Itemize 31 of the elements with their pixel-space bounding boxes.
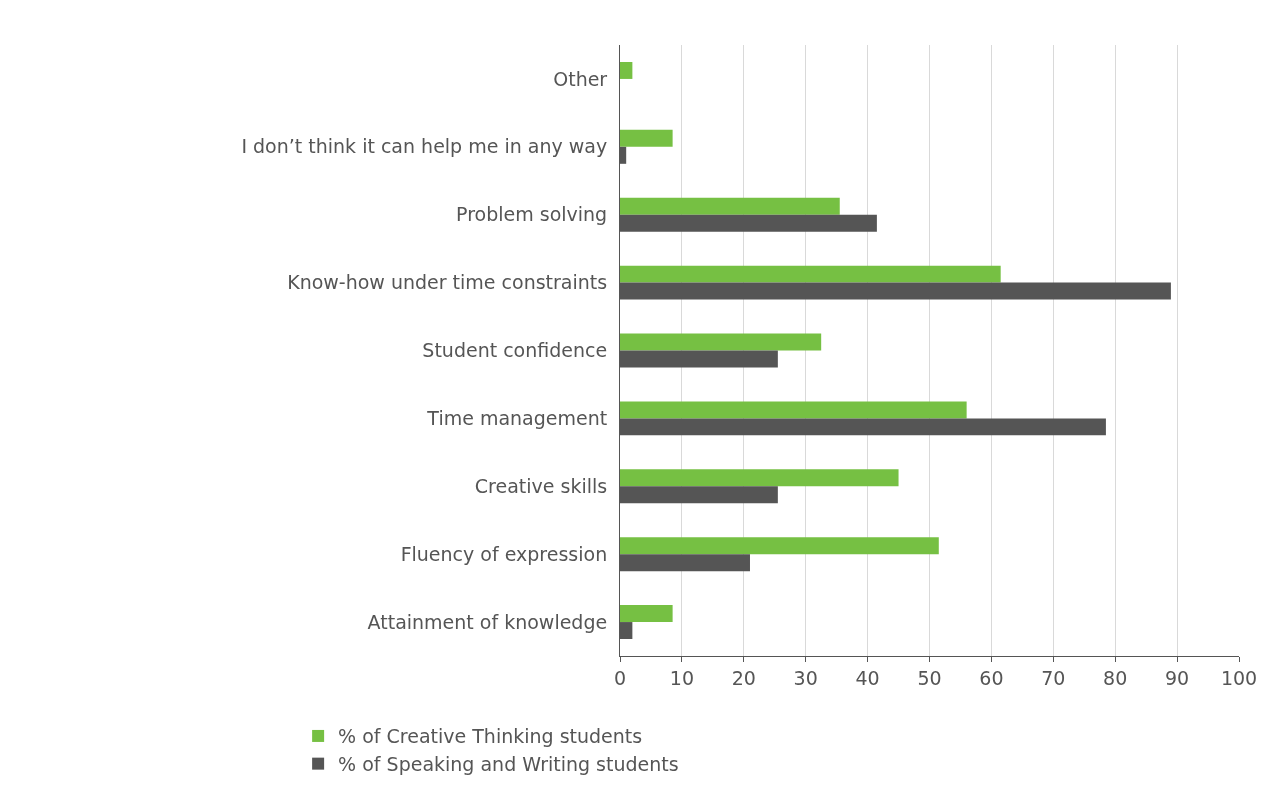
bar xyxy=(620,265,1001,283)
bar xyxy=(620,61,633,79)
x-tick-label: 10 xyxy=(669,666,694,689)
x-tick-label: 70 xyxy=(1041,666,1066,689)
y-tick-label: Problem solving xyxy=(456,203,608,226)
y-tick-label: Attainment of knowledge xyxy=(367,610,608,633)
legend-label: % of Creative Thinking students xyxy=(338,725,643,748)
y-tick-label: Know-how under time constraints xyxy=(287,271,608,294)
x-tick-label: 80 xyxy=(1103,666,1128,689)
x-tick-label: 40 xyxy=(855,666,880,689)
y-tick-label: Creative skills xyxy=(474,474,608,497)
x-tick-label: 90 xyxy=(1165,666,1190,689)
bar xyxy=(620,469,899,487)
x-tick-label: 20 xyxy=(731,666,756,689)
y-tick-label: Other xyxy=(553,67,608,90)
bar xyxy=(620,605,673,623)
y-tick-label: Time management xyxy=(426,407,608,430)
legend-label: % of Speaking and Writing students xyxy=(338,753,679,776)
bar xyxy=(620,197,840,215)
x-tick-label: 60 xyxy=(979,666,1004,689)
bar xyxy=(620,129,673,147)
y-tick-label: Student confidence xyxy=(422,339,608,362)
x-tick-label: 50 xyxy=(917,666,942,689)
x-tick-label: 100 xyxy=(1220,666,1258,689)
y-tick-label: Fluency of expression xyxy=(400,542,608,565)
bar xyxy=(620,537,939,555)
x-tick-label: 0 xyxy=(613,666,627,689)
bar xyxy=(620,401,967,419)
bar xyxy=(620,333,822,351)
x-tick-label: 30 xyxy=(793,666,818,689)
y-tick-label: I don’t think it can help me in any way xyxy=(241,135,608,158)
